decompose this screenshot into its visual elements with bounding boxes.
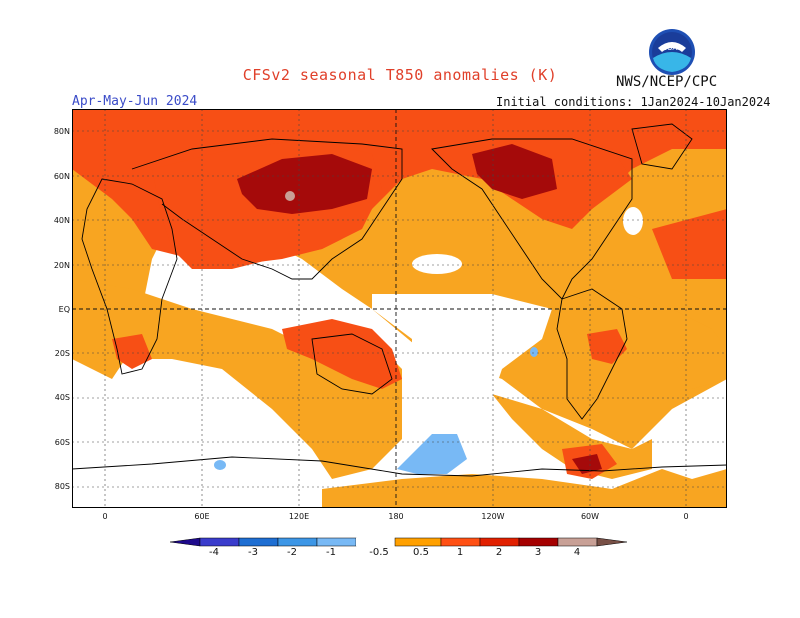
anomaly-area-neutral-atlantic-patch	[623, 207, 643, 235]
colorbar-cell	[199, 537, 240, 547]
noaa-logo-icon: NOAA	[649, 29, 695, 75]
coast-australia	[311, 333, 393, 395]
anomaly-area-antarctic-orange	[322, 469, 727, 508]
colorbar-cell	[440, 537, 481, 547]
coast-greenland	[631, 123, 693, 170]
lat-label: 40S	[54, 393, 70, 402]
lon-label: 120E	[288, 512, 310, 521]
colorbar-label: 2	[495, 547, 503, 558]
initial-conditions-label: Initial conditions: 1Jan2024-10Jan2024	[496, 95, 771, 109]
colorbar-cell	[238, 537, 279, 547]
anomaly-area-orange-red-atlantic	[652, 209, 727, 279]
anomaly-area-light-blue-patch	[214, 460, 226, 470]
coast-eurasia	[131, 138, 403, 280]
lat-label: 40N	[53, 216, 70, 225]
lon-label: 0	[102, 512, 108, 521]
colorbar-label: -2	[287, 547, 297, 558]
anomaly-area-light-orange-south-atlantic	[552, 289, 727, 389]
colorbar-cell	[479, 537, 520, 547]
anomaly-area-orange-red-south-africa	[112, 334, 152, 369]
lat-label: 20S	[54, 349, 70, 358]
lat-label: 80S	[54, 482, 70, 491]
lat-label: 60S	[54, 438, 70, 447]
lon-label: 0	[683, 512, 689, 521]
lat-label: 60N	[53, 172, 70, 181]
anomaly-area-light-orange-tropic	[72, 279, 402, 479]
colorbar-label: -1	[326, 547, 336, 558]
anomaly-area-neutral-east-pacific-patch	[412, 254, 462, 274]
lon-label: 180	[388, 512, 404, 521]
graticule	[72, 109, 727, 508]
map-title: CFSv2 seasonal T850 anomalies (K)	[242, 66, 558, 84]
colorbar-cell	[518, 537, 559, 547]
season-label: Apr-May-Jun 2024	[72, 94, 198, 109]
anomaly-area-light-blue-south-pacific	[530, 347, 538, 357]
lat-label: 20N	[53, 261, 70, 270]
colorbar-label: 3	[534, 547, 542, 558]
colorbar-cell	[394, 537, 442, 547]
lon-label: 60E	[194, 512, 210, 521]
coast-africa	[81, 178, 178, 375]
anomaly-area-orange-red-south-america	[587, 329, 627, 364]
logo-text: NOAA	[662, 44, 683, 52]
map-frame	[72, 109, 727, 508]
colorbar-label: -0.5	[369, 547, 389, 558]
colorbar-label: -3	[248, 547, 258, 558]
colorbar-label: 1	[456, 547, 464, 558]
colorbar-cell	[316, 537, 357, 547]
agency-label: NWS/NCEP/CPC	[616, 74, 718, 90]
lat-label: 80N	[53, 127, 70, 136]
anomaly-area-light-blue-ross-sea	[397, 434, 467, 474]
lon-label: 60W	[580, 512, 600, 521]
anomaly-map	[72, 109, 727, 508]
colorbar-cell	[557, 537, 598, 547]
anomaly-area-dark-red-antarctic	[572, 454, 602, 474]
coast-antarctica	[72, 456, 727, 477]
anomaly-area-orange-red-australia	[282, 319, 402, 389]
lon-label: 120W	[481, 512, 505, 521]
colorbar-label: 4	[573, 547, 581, 558]
coastlines	[72, 123, 727, 477]
anomaly-area-dark-red-siberia	[237, 154, 372, 214]
colorbar-cell	[277, 537, 318, 547]
coast-north-america	[431, 138, 633, 300]
anomaly-area-pink-core	[285, 191, 295, 201]
anomaly-area-neutral-equatorial-pacific	[372, 294, 552, 449]
colorbar	[170, 537, 628, 547]
colorbar-cell	[356, 538, 395, 546]
colorbar-arrow-high	[596, 537, 628, 547]
colorbar-arrow-low	[170, 537, 201, 547]
lat-label: EQ	[58, 305, 70, 314]
colorbar-label: -4	[209, 547, 219, 558]
coast-south-america	[556, 288, 628, 420]
colorbar-label: 0.5	[413, 547, 429, 558]
anomaly-area-neutral-south	[72, 359, 322, 508]
